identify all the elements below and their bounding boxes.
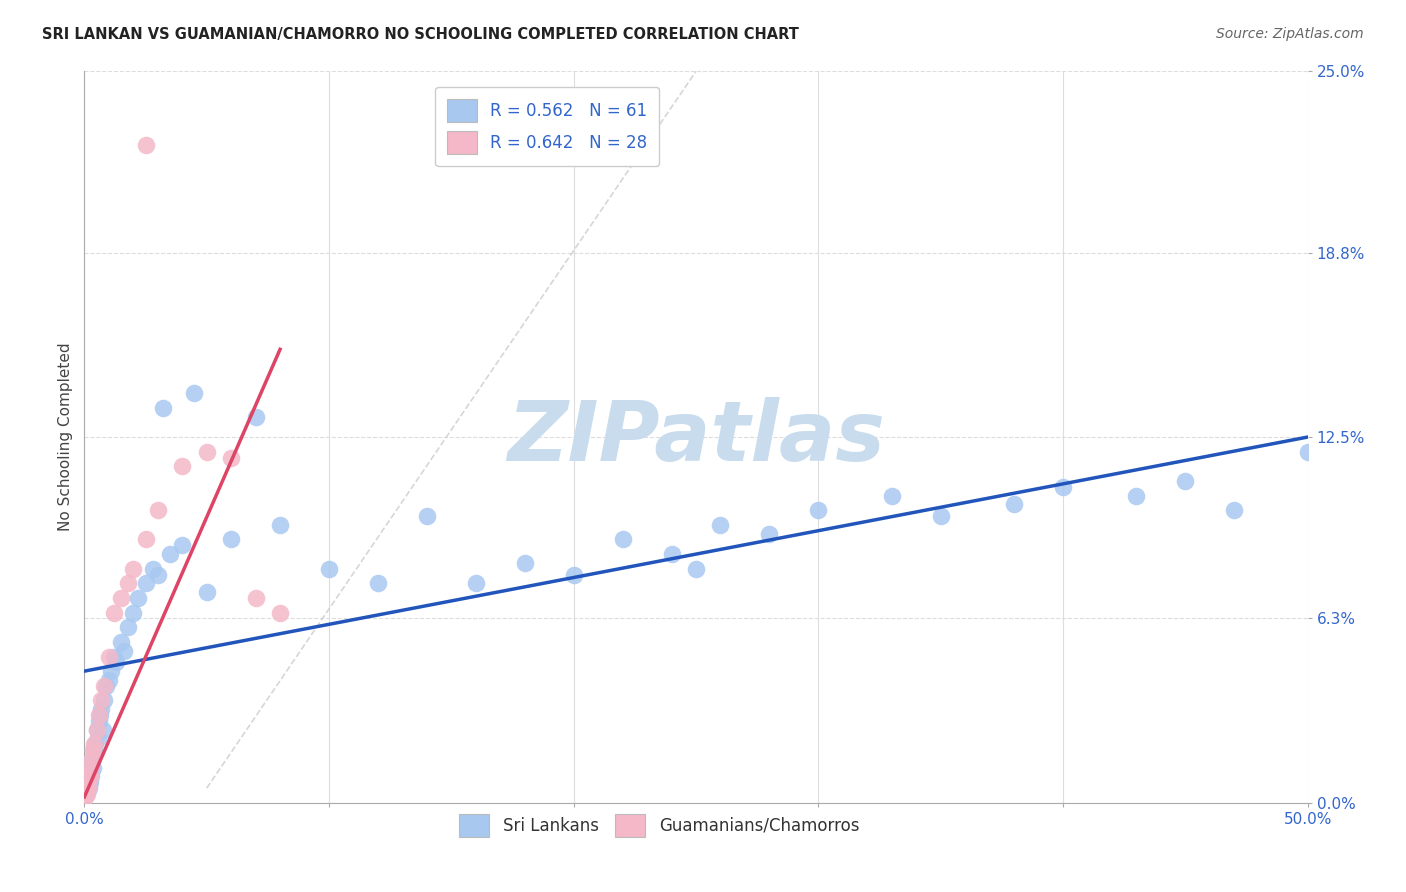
Point: [117, 620, 139, 634]
Point: [93, 693, 115, 707]
Point: [135, 137, 157, 152]
Point: [127, 591, 149, 605]
Point: [1125, 489, 1147, 503]
Point: [83, 737, 105, 751]
Point: [1296, 444, 1319, 458]
Text: SRI LANKAN VS GUAMANIAN/CHAMORRO NO SCHOOLING COMPLETED CORRELATION CHART: SRI LANKAN VS GUAMANIAN/CHAMORRO NO SCHO…: [42, 27, 799, 42]
Point: [142, 562, 165, 576]
Point: [77, 766, 100, 780]
Point: [79, 775, 101, 789]
Point: [807, 503, 830, 517]
Point: [76, 778, 98, 792]
Point: [91, 723, 114, 737]
Point: [76, 778, 98, 792]
Point: [269, 517, 291, 532]
Point: [86, 723, 108, 737]
Point: [77, 772, 100, 787]
Point: [195, 585, 218, 599]
Point: [77, 781, 100, 796]
Point: [87, 731, 110, 746]
Point: [159, 547, 181, 561]
Point: [80, 752, 103, 766]
Point: [79, 769, 101, 783]
Point: [79, 761, 101, 775]
Point: [79, 761, 101, 775]
Point: [105, 656, 128, 670]
Point: [318, 562, 340, 576]
Point: [90, 693, 112, 707]
Point: [183, 386, 205, 401]
Point: [880, 489, 903, 503]
Point: [76, 784, 98, 798]
Point: [110, 635, 132, 649]
Point: [75, 789, 97, 804]
Point: [1174, 474, 1197, 488]
Point: [219, 533, 242, 547]
Point: [661, 547, 683, 561]
Point: [96, 679, 118, 693]
Point: [80, 752, 103, 766]
Point: [83, 743, 105, 757]
Point: [100, 664, 122, 678]
Point: [1052, 480, 1074, 494]
Point: [75, 784, 97, 798]
Text: Source: ZipAtlas.com: Source: ZipAtlas.com: [1216, 27, 1364, 41]
Point: [117, 576, 139, 591]
Point: [1223, 503, 1246, 517]
Point: [86, 723, 108, 737]
Point: [172, 538, 194, 552]
Point: [87, 708, 110, 723]
Point: [367, 576, 389, 591]
Point: [82, 743, 104, 757]
Point: [87, 714, 110, 728]
Point: [110, 591, 132, 605]
Point: [195, 444, 218, 458]
Point: [93, 679, 115, 693]
Point: [103, 606, 125, 620]
Point: [219, 450, 242, 465]
Point: [122, 562, 145, 576]
Point: [513, 556, 536, 570]
Point: [146, 567, 169, 582]
Point: [80, 769, 103, 783]
Point: [685, 562, 707, 576]
Point: [77, 766, 100, 780]
Point: [562, 567, 585, 582]
Legend: Sri Lankans, Guamanians/Chamorros: Sri Lankans, Guamanians/Chamorros: [451, 805, 868, 846]
Point: [1002, 497, 1025, 511]
Point: [89, 708, 111, 723]
Point: [112, 643, 135, 657]
Y-axis label: No Schooling Completed: No Schooling Completed: [58, 343, 73, 532]
Point: [77, 781, 100, 796]
Point: [84, 737, 107, 751]
Point: [135, 576, 157, 591]
Point: [416, 509, 439, 524]
Point: [122, 606, 145, 620]
Point: [75, 781, 97, 796]
Point: [464, 576, 486, 591]
Point: [75, 787, 97, 801]
Point: [172, 459, 194, 474]
Text: ZIPatlas: ZIPatlas: [508, 397, 884, 477]
Point: [77, 772, 100, 787]
Point: [135, 533, 157, 547]
Point: [146, 503, 169, 517]
Point: [758, 526, 780, 541]
Point: [103, 649, 125, 664]
Point: [269, 606, 291, 620]
Point: [82, 761, 104, 775]
Point: [929, 509, 952, 524]
Point: [612, 533, 634, 547]
Point: [90, 702, 112, 716]
Point: [709, 517, 731, 532]
Point: [97, 673, 120, 687]
Point: [245, 591, 267, 605]
Point: [245, 409, 267, 424]
Point: [97, 649, 120, 664]
Point: [76, 787, 98, 801]
Point: [152, 401, 174, 415]
